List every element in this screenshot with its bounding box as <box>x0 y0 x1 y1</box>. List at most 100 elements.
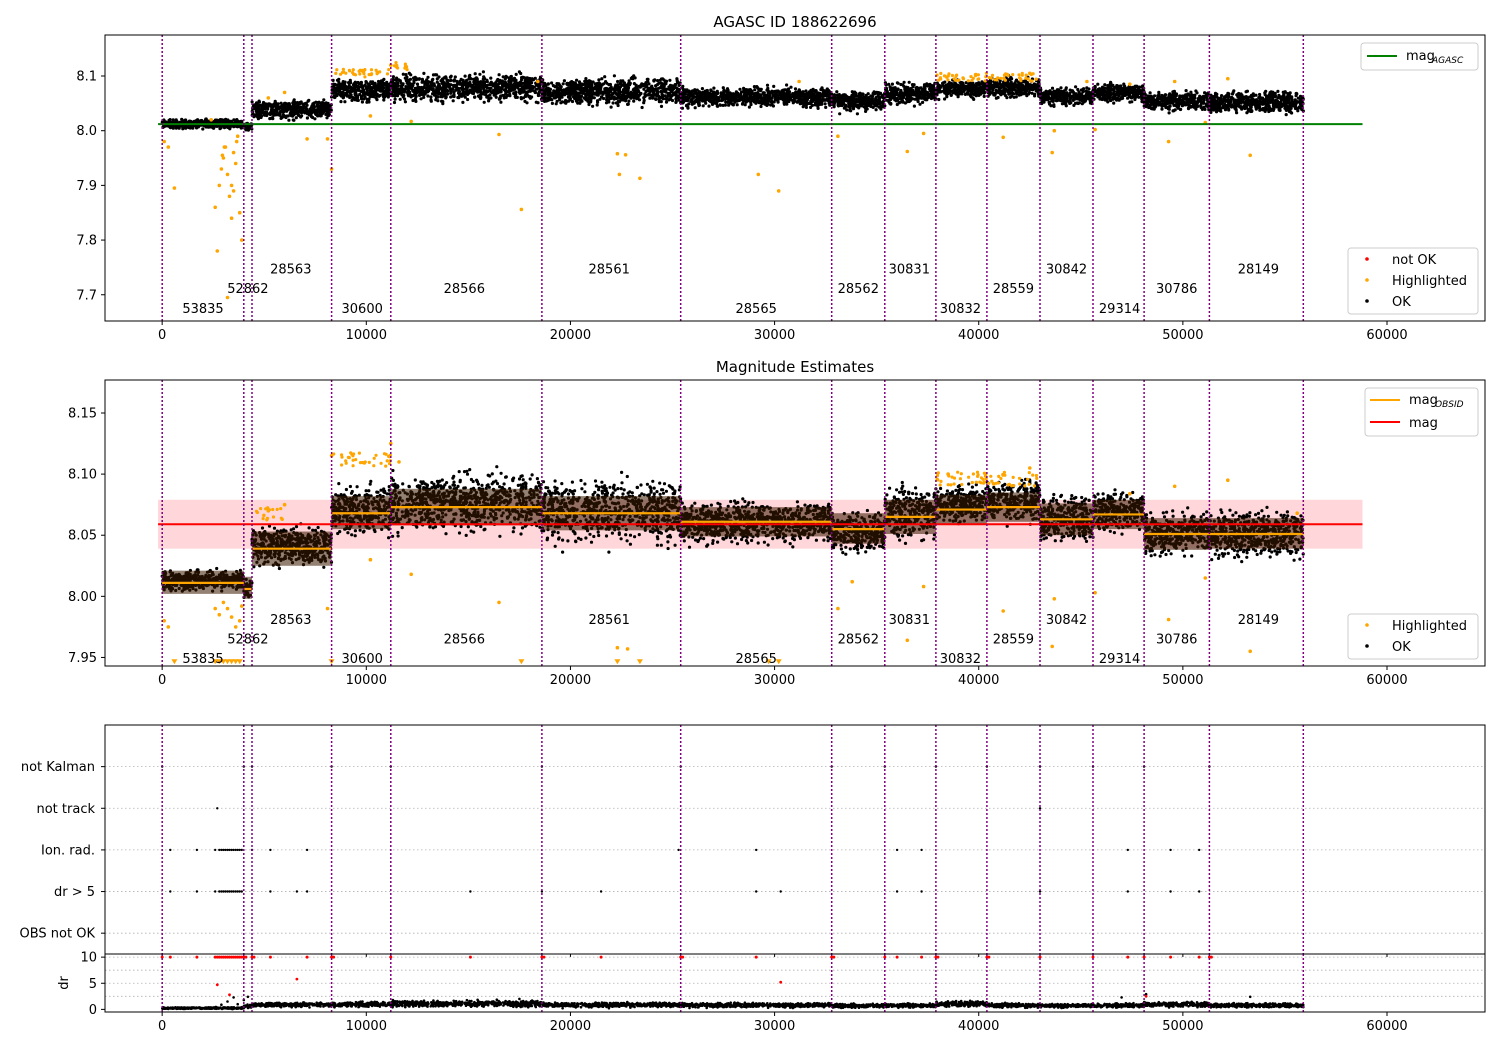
ok-point <box>361 86 365 90</box>
ok-point <box>262 103 266 107</box>
ok-point <box>291 103 296 107</box>
ok-point <box>821 88 825 92</box>
ok-point <box>646 86 650 90</box>
ok-point <box>827 94 831 98</box>
ok-point <box>318 101 322 105</box>
ok-point <box>693 89 697 94</box>
ok-point <box>266 105 270 109</box>
ok-point <box>482 100 486 104</box>
ok-point <box>583 81 588 85</box>
ok-point <box>292 98 296 102</box>
ok-point <box>964 81 968 85</box>
ok-point <box>674 86 679 90</box>
ok-point <box>530 81 534 85</box>
ok-point <box>440 99 444 103</box>
ok-point <box>431 92 435 96</box>
ok-point <box>499 81 503 85</box>
ok-point <box>742 95 746 99</box>
ok-point <box>524 76 528 80</box>
ok-point <box>228 127 232 131</box>
ok-point <box>962 89 966 93</box>
ok-point <box>787 90 792 94</box>
ok-point <box>246 124 250 129</box>
ok-point <box>435 80 439 84</box>
ok-point <box>1068 88 1072 92</box>
ok-point <box>482 87 486 91</box>
ok-point <box>349 93 353 97</box>
ok-point <box>1068 101 1072 105</box>
ok-point <box>558 87 563 91</box>
ok-point <box>518 81 522 85</box>
ok-point <box>371 86 375 90</box>
ok-point <box>465 92 470 97</box>
ok-point <box>445 92 450 96</box>
ok-point <box>697 98 702 102</box>
ok-point <box>770 99 774 103</box>
ok-point <box>547 89 551 93</box>
ok-point <box>871 94 875 98</box>
ok-point <box>453 84 457 88</box>
ok-point <box>599 85 603 89</box>
ok-point <box>893 86 897 90</box>
ok-point <box>1007 87 1011 91</box>
ok-point <box>381 92 385 96</box>
ok-point <box>1074 85 1078 89</box>
ok-point <box>844 94 849 98</box>
ok-point <box>368 88 372 92</box>
ok-point <box>618 85 623 89</box>
ok-point <box>805 98 809 102</box>
ok-point <box>793 87 798 91</box>
ok-point <box>761 91 765 95</box>
ok-point <box>943 97 947 101</box>
ok-point <box>922 92 927 96</box>
ok-point <box>382 98 386 102</box>
ok-point <box>201 127 205 131</box>
ok-point <box>397 78 401 82</box>
ok-point <box>626 95 630 99</box>
ok-point <box>951 90 955 94</box>
ok-point <box>864 109 868 113</box>
ok-point <box>183 124 188 128</box>
ok-point <box>617 100 622 104</box>
ok-point <box>684 98 688 102</box>
ok-point <box>401 72 405 76</box>
ok-point <box>845 108 849 112</box>
ok-point <box>947 90 952 94</box>
ok-point <box>729 95 733 99</box>
ok-point <box>759 104 763 109</box>
ok-point <box>624 84 628 88</box>
ok-point <box>929 96 934 101</box>
ok-point <box>575 93 580 97</box>
ok-point <box>439 79 443 83</box>
ok-point <box>546 82 550 86</box>
ok-point <box>642 87 646 91</box>
ok-point <box>832 93 837 97</box>
ok-point <box>187 119 192 123</box>
ok-point <box>725 87 730 91</box>
ok-point <box>654 84 658 88</box>
ok-point <box>653 78 657 82</box>
ok-point <box>587 79 591 83</box>
ok-point <box>613 87 617 91</box>
ok-point <box>332 82 336 86</box>
ok-point <box>458 82 462 86</box>
ok-point <box>457 90 461 94</box>
ok-point <box>994 89 998 93</box>
ok-point <box>603 75 607 79</box>
ok-point <box>868 100 872 104</box>
ok-point <box>391 75 395 79</box>
ok-point <box>327 112 331 117</box>
ok-point <box>600 77 604 81</box>
ok-point <box>731 103 736 107</box>
ok-point <box>410 82 414 86</box>
ok-point <box>902 80 906 84</box>
ok-point <box>205 120 210 124</box>
ok-point <box>1014 90 1019 95</box>
ok-point <box>394 86 398 90</box>
ok-point <box>584 77 588 81</box>
ok-point <box>809 105 813 109</box>
ok-point <box>781 92 785 96</box>
ok-point <box>284 115 288 120</box>
ok-point <box>917 86 921 90</box>
